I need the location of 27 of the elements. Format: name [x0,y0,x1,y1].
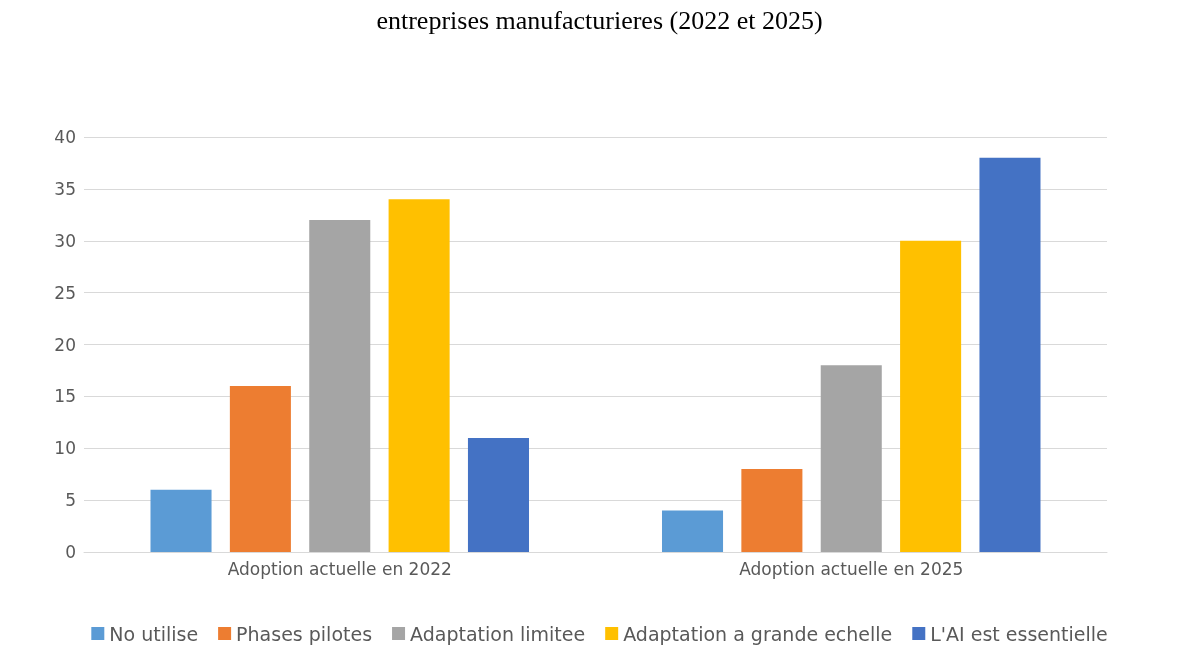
bar [741,469,803,552]
bar [229,386,291,552]
bar [309,220,371,552]
legend-label: Adaptation a grande echelle [623,622,893,645]
bar [979,157,1041,552]
x-tick-label: Adoption actuelle en 2025 [739,558,964,579]
bar [150,489,212,552]
y-tick-label: 10 [54,438,76,459]
y-tick-label: 30 [54,230,76,251]
y-tick-label: 40 [54,127,76,147]
chart-title: entreprises manufacturieres (2022 et 2025) [376,5,823,35]
y-tick-label: 25 [54,282,76,303]
bar [900,240,962,552]
bar [820,365,882,552]
y-tick-label: 35 [54,178,76,199]
bar [388,199,450,552]
bar [467,437,530,552]
x-tick-label: Adoption actuelle en 2022 [227,558,452,579]
legend-label: L'AI est essentielle [930,622,1108,645]
y-tick-label: 20 [54,334,76,355]
y-tick-label: 0 [65,542,76,562]
y-tick-label: 5 [65,490,76,511]
bar [662,510,724,552]
legend-label: Phases pilotes [236,622,373,645]
y-tick-label: 15 [54,386,76,407]
legend-label: Adaptation limitee [410,622,586,645]
legend-label: No utilise [109,622,199,645]
